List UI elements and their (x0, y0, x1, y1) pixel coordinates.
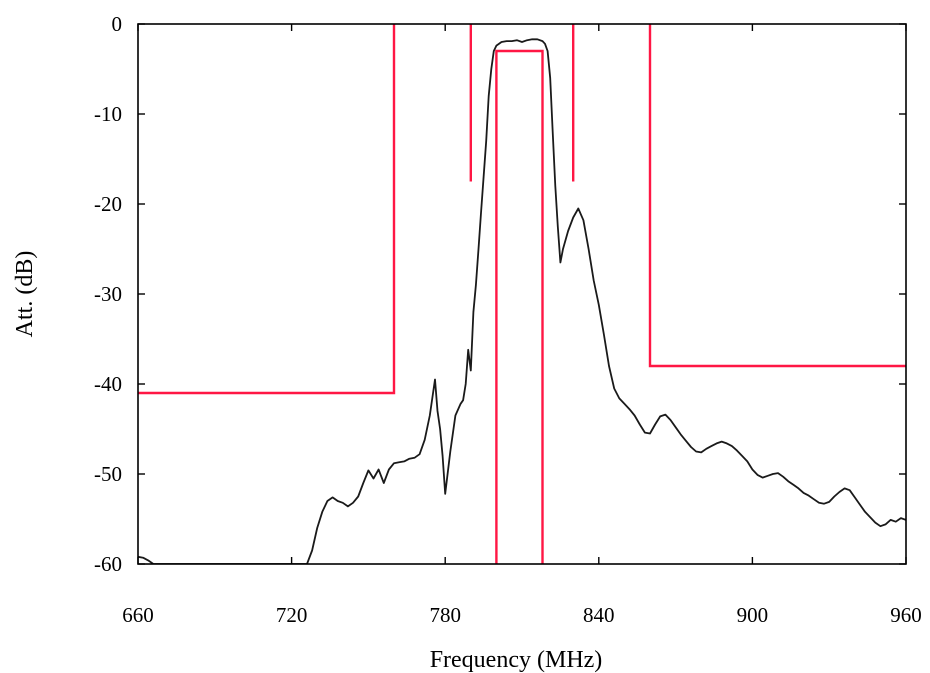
x-tick-label: 960 (890, 603, 922, 627)
x-tick-label: 720 (276, 603, 308, 627)
spec-mask-line (495, 49, 544, 564)
y-tick-label: -20 (94, 192, 122, 216)
spec-mask-line (648, 24, 906, 368)
y-tick-label: -10 (94, 102, 122, 126)
y-tick-label: -30 (94, 282, 122, 306)
y-tick-label: -40 (94, 372, 122, 396)
spec-mask-line (138, 24, 396, 395)
x-tick-label: 840 (583, 603, 615, 627)
y-tick-label: 0 (112, 12, 123, 36)
x-axis-title: Frequency (MHz) (430, 647, 603, 673)
x-tick-label: 780 (429, 603, 461, 627)
response-curve (138, 38, 906, 564)
plot-area (138, 24, 906, 564)
x-tick-label: 900 (737, 603, 769, 627)
x-tick-label: 660 (122, 603, 154, 627)
y-tick-label: -50 (94, 462, 122, 486)
y-axis-title: Att. (dB) (12, 251, 38, 338)
y-tick-label: -60 (94, 552, 122, 576)
axes: 660 720 780 840 900 960 0 -10 -20 -30 -40 -50 -60 (94, 12, 922, 627)
